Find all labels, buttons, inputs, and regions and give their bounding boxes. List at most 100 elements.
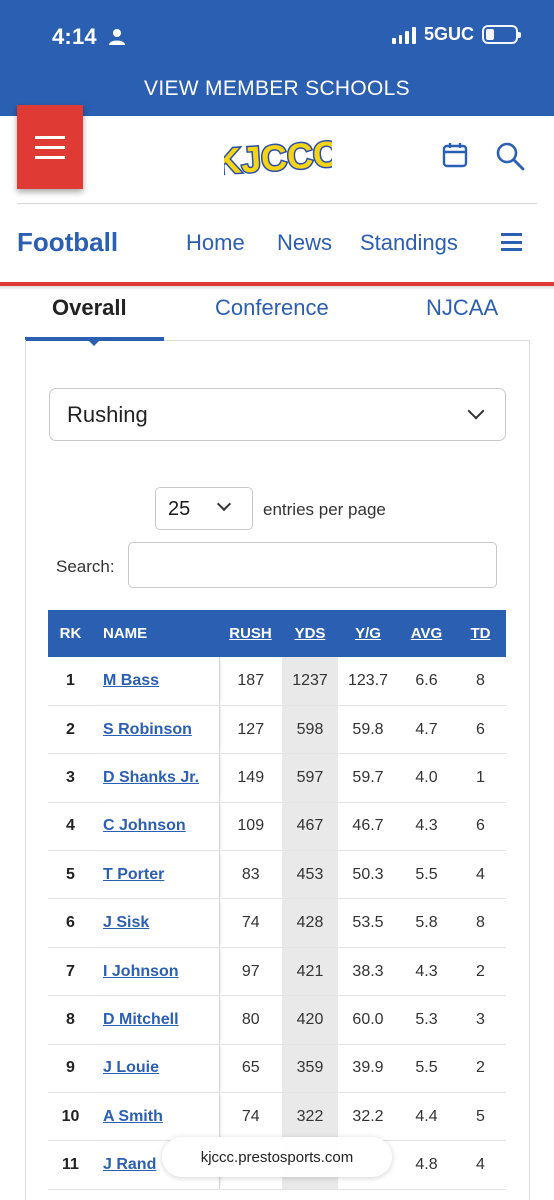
col-rk: RK — [48, 610, 93, 657]
cell-td: 4 — [455, 1140, 506, 1190]
table-row: 6 J Sisk 74 428 53.5 5.8 8 — [48, 898, 506, 948]
panel-border-left — [25, 340, 26, 1200]
cell-yds: 420 — [282, 995, 338, 1045]
cell-rank: 5 — [48, 850, 93, 900]
panel-border-right — [529, 340, 530, 1200]
cell-avg: 6.6 — [398, 657, 455, 706]
cell-yg: 60.0 — [338, 995, 398, 1045]
player-link[interactable]: C Johnson — [103, 817, 186, 835]
col-avg-sort[interactable]: AVG — [398, 610, 455, 657]
stat-category-select[interactable]: Rushing — [49, 388, 506, 441]
cell-td: 6 — [455, 802, 506, 852]
cell-avg: 4.8 — [398, 1140, 455, 1190]
entries-label: entries per page — [263, 500, 386, 519]
cell-td: 2 — [455, 1044, 506, 1094]
main-menu-button[interactable] — [17, 105, 83, 189]
table-header-row: RK NAME RUSH YDS Y/G AVG TD — [48, 610, 506, 657]
nav-news[interactable]: News — [277, 230, 333, 255]
view-member-schools-link[interactable]: VIEW MEMBER SCHOOLS — [144, 77, 410, 100]
network-label: 5GUC — [423, 24, 474, 44]
header-divider — [17, 203, 537, 204]
table-row: 7 I Johnson 97 421 38.3 4.3 2 — [48, 947, 506, 997]
table-row: 8 D Mitchell 80 420 60.0 5.3 3 — [48, 995, 506, 1045]
kjccc-logo[interactable]: KJCCC — [224, 126, 332, 190]
cell-avg: 4.4 — [398, 1092, 455, 1142]
cell-rank: 2 — [48, 705, 93, 755]
cell-td: 8 — [455, 898, 506, 948]
player-link[interactable]: J Rand — [103, 1156, 157, 1174]
person-icon — [109, 29, 125, 45]
player-link[interactable]: D Mitchell — [103, 1010, 179, 1028]
player-link[interactable]: I Johnson — [103, 962, 179, 980]
player-link[interactable]: J Sisk — [103, 914, 150, 932]
cell-avg: 4.3 — [398, 947, 455, 997]
sport-title[interactable]: Football — [17, 227, 119, 257]
logo-text: KJCCC — [224, 133, 332, 183]
player-link[interactable]: T Porter — [103, 865, 165, 883]
col-yg-sort[interactable]: Y/G — [338, 610, 398, 657]
cell-rush: 127 — [219, 705, 282, 755]
cell-yg: 46.7 — [338, 802, 398, 852]
player-link[interactable]: M Bass — [103, 671, 160, 689]
cell-rank: 11 — [48, 1140, 93, 1190]
cell-rank: 9 — [48, 1044, 93, 1094]
nav-shadow — [0, 286, 554, 290]
col-rush-sort[interactable]: RUSH — [219, 610, 282, 657]
hamburger-icon[interactable] — [501, 233, 522, 251]
nav-standings[interactable]: Standings — [360, 230, 458, 255]
player-link[interactable]: J Louie — [103, 1059, 160, 1077]
active-tab-indicator — [25, 337, 164, 341]
search-label: Search: — [56, 557, 115, 576]
menu-bar-3 — [35, 155, 65, 159]
status-time: 4:14 — [52, 24, 97, 49]
cell-yg: 123.7 — [338, 657, 398, 706]
cell-player-name: J Sisk — [93, 898, 220, 948]
tab-njcaa[interactable]: NJCAA — [426, 295, 499, 320]
cell-rush: 74 — [219, 898, 282, 948]
cell-yg: 32.2 — [338, 1092, 398, 1142]
active-tab-caret — [89, 341, 99, 346]
browser-url-pill[interactable]: kjccc.prestosports.com — [162, 1137, 392, 1177]
cell-avg: 4.0 — [398, 753, 455, 803]
nav-home[interactable]: Home — [186, 230, 245, 255]
col-name: NAME — [93, 610, 219, 657]
cell-yg: 50.3 — [338, 850, 398, 900]
cell-yds: 359 — [282, 1044, 338, 1094]
cell-rush: 74 — [219, 1092, 282, 1142]
nav-red-rule — [0, 282, 554, 286]
cell-yg: 39.9 — [338, 1044, 398, 1094]
tab-conference[interactable]: Conference — [215, 295, 329, 320]
player-link[interactable]: A Smith — [103, 1107, 163, 1125]
col-yds-sort[interactable]: YDS — [282, 610, 338, 657]
cell-avg: 5.5 — [398, 850, 455, 900]
cell-player-name: I Johnson — [93, 947, 220, 997]
table-row: 5 T Porter 83 453 50.3 5.5 4 — [48, 850, 506, 900]
calendar-icon[interactable] — [441, 141, 469, 169]
chevron-down-icon — [216, 496, 232, 512]
tab-overall[interactable]: Overall — [52, 295, 127, 320]
col-td-sort[interactable]: TD — [455, 610, 506, 657]
cell-yds: 467 — [282, 802, 338, 852]
entries-per-page-select[interactable]: 25 — [155, 487, 253, 530]
cell-rank: 7 — [48, 947, 93, 997]
cell-yds: 598 — [282, 705, 338, 755]
cell-yg: 38.3 — [338, 947, 398, 997]
cell-avg: 5.8 — [398, 898, 455, 948]
player-link[interactable]: D Shanks Jr. — [103, 768, 200, 786]
battery-icon — [482, 25, 521, 44]
cell-rank: 10 — [48, 1092, 93, 1142]
player-link[interactable]: S Robinson — [103, 720, 192, 738]
cell-rush: 83 — [219, 850, 282, 900]
cell-player-name: D Shanks Jr. — [93, 753, 220, 803]
cell-td: 3 — [455, 995, 506, 1045]
cell-td: 6 — [455, 705, 506, 755]
search-icon[interactable] — [495, 141, 525, 171]
menu-bar-2 — [35, 145, 65, 149]
cell-yds: 421 — [282, 947, 338, 997]
table-row: 2 S Robinson 127 598 59.8 4.7 6 — [48, 705, 506, 755]
table-search-input[interactable] — [128, 542, 497, 588]
cell-rank: 8 — [48, 995, 93, 1045]
cell-rank: 3 — [48, 753, 93, 803]
top-bar: 4:14 5GUC VIEW MEMBER SCHOOLS — [0, 0, 554, 116]
cell-yg: 53.5 — [338, 898, 398, 948]
